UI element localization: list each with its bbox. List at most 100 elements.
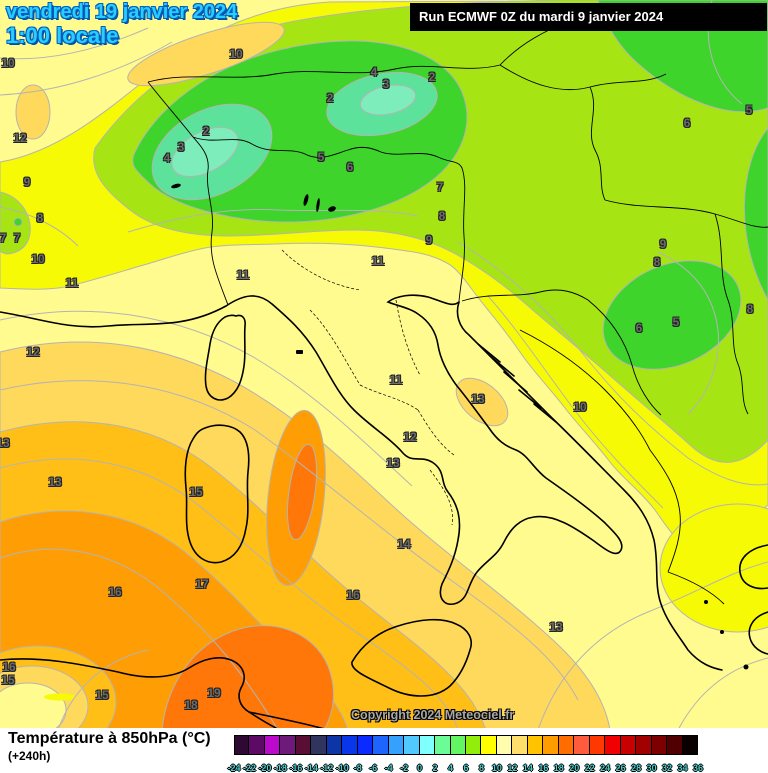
temp-label: 7 bbox=[0, 231, 7, 245]
temp-label: 15 bbox=[189, 485, 203, 499]
legend-tick-label: 30 bbox=[646, 763, 657, 773]
forecast-date-block: vendredi 19 janvier 2024 1:00 locale bbox=[6, 1, 238, 48]
legend-footer: Température à 850hPa (°C) (+240h) -24 -2 2… bbox=[0, 728, 768, 773]
legend-swatch bbox=[311, 735, 327, 755]
legend-tick-label: -20 bbox=[258, 763, 272, 773]
legend-swatch bbox=[357, 735, 374, 755]
legend-tick-label: 16 bbox=[538, 763, 549, 773]
temp-label: 5 bbox=[317, 150, 325, 164]
legend-swatch bbox=[404, 735, 420, 755]
temp-label: 12 bbox=[13, 131, 27, 145]
legend-swatch bbox=[543, 735, 559, 755]
legend-tick-label: -16 bbox=[289, 763, 303, 773]
temp-label: 15 bbox=[1, 673, 15, 687]
country-borders bbox=[147, 18, 768, 605]
alpine-lakes bbox=[171, 183, 336, 212]
legend-swatch bbox=[558, 735, 575, 755]
temp-label: 15 bbox=[95, 688, 109, 702]
temp-label: 3 bbox=[382, 77, 390, 91]
legend-tick-label: 10 bbox=[491, 763, 502, 773]
legend-tick-label: -2 bbox=[400, 763, 409, 773]
temp-label: 19 bbox=[207, 686, 221, 700]
temp-label: 6 bbox=[346, 160, 354, 174]
legend-tick-label: -24 bbox=[227, 763, 241, 773]
forecast-hour: (+240h) bbox=[8, 749, 51, 763]
legend-tick-label: 0 bbox=[417, 763, 423, 773]
legend-swatch bbox=[589, 735, 606, 755]
legend-tick-label: 24 bbox=[600, 763, 611, 773]
legend-tick-label: 28 bbox=[631, 763, 642, 773]
temp-label: 13 bbox=[0, 436, 10, 450]
legend-tick-label: 14 bbox=[522, 763, 533, 773]
temp-label: 7 bbox=[13, 231, 21, 245]
temp-label: 13 bbox=[48, 475, 62, 489]
temp-label: 16 bbox=[346, 588, 360, 602]
legend-tick-label: 8 bbox=[478, 763, 484, 773]
legend-swatch bbox=[249, 735, 265, 755]
temp-label: 6 bbox=[683, 116, 691, 130]
band-darkorange-18-20 bbox=[161, 443, 334, 728]
temp-label: 5 bbox=[672, 315, 680, 329]
temp-label: 12 bbox=[26, 345, 40, 359]
temp-label: 8 bbox=[438, 209, 446, 223]
legend-tick-label: 32 bbox=[662, 763, 673, 773]
legend-tick-label: 22 bbox=[584, 763, 595, 773]
legend-swatch bbox=[527, 735, 544, 755]
legend-swatch bbox=[234, 735, 250, 755]
model-run-banner: Run ECMWF 0Z du mardi 9 janvier 2024 bbox=[410, 3, 767, 31]
temp-label: 13 bbox=[386, 456, 400, 470]
legend-swatch bbox=[435, 735, 451, 755]
legend-swatch bbox=[636, 735, 652, 755]
temp-label: 2 bbox=[428, 70, 436, 84]
legend-swatch bbox=[466, 735, 482, 755]
forecast-time: 1:00 locale bbox=[6, 22, 119, 48]
temp-label: 9 bbox=[659, 237, 667, 251]
legend-swatch bbox=[682, 735, 698, 755]
legend-swatch bbox=[326, 735, 343, 755]
legend-swatch bbox=[496, 735, 513, 755]
forecast-date: vendredi 19 janvier 2024 bbox=[6, 1, 238, 23]
isotherm-contours bbox=[0, 0, 768, 728]
temp-label: 4 bbox=[370, 65, 378, 79]
temp-label: 16 bbox=[108, 585, 122, 599]
temp-label: 11 bbox=[371, 254, 385, 268]
legend-tick-label: 20 bbox=[569, 763, 580, 773]
temp-label: 16 bbox=[2, 660, 16, 674]
temp-label: 8 bbox=[36, 211, 44, 225]
temp-label: 10 bbox=[229, 47, 243, 61]
legend-tick-label: 34 bbox=[677, 763, 688, 773]
temp-label: 14 bbox=[397, 537, 411, 551]
legend-tick-label: -18 bbox=[273, 763, 287, 773]
temp-label: 13 bbox=[549, 620, 563, 634]
legend-swatch bbox=[651, 735, 668, 755]
legend-tick-label: 18 bbox=[553, 763, 564, 773]
legend-swatch bbox=[264, 735, 281, 755]
temp-label: 6 bbox=[635, 321, 643, 335]
regional-borders-dashed bbox=[281, 249, 455, 526]
temp-label: 8 bbox=[746, 302, 754, 316]
copyright-notice: Copyright 2024 Meteociel.fr bbox=[351, 708, 515, 722]
map-title: Température à 850hPa (°C) bbox=[8, 730, 211, 747]
legend-tick-label: -8 bbox=[353, 763, 362, 773]
legend-swatch bbox=[605, 735, 621, 755]
legend-swatch bbox=[342, 735, 358, 755]
legend-swatch bbox=[574, 735, 590, 755]
legend-tick-label: -4 bbox=[384, 763, 393, 773]
temp-label: 7 bbox=[436, 180, 444, 194]
legend-swatch bbox=[373, 735, 389, 755]
legend-tick-label: 26 bbox=[615, 763, 626, 773]
coastlines bbox=[0, 294, 768, 728]
temp-label: 10 bbox=[31, 252, 45, 266]
temp-label: 4 bbox=[163, 151, 171, 165]
temp-label: 11 bbox=[65, 276, 79, 290]
temp-label: 2 bbox=[202, 124, 210, 138]
temp-label: 10 bbox=[1, 56, 15, 70]
weather-map: vendredi 19 janvier 2024 1:00 locale Run… bbox=[0, 0, 768, 728]
temp-label: 3 bbox=[177, 140, 185, 154]
temp-label: 10 bbox=[573, 400, 587, 414]
legend-tick-label: -12 bbox=[320, 763, 334, 773]
legend-swatch bbox=[295, 735, 312, 755]
temp-label: 11 bbox=[236, 268, 250, 282]
legend-swatch bbox=[620, 735, 637, 755]
legend-swatch bbox=[450, 735, 466, 755]
